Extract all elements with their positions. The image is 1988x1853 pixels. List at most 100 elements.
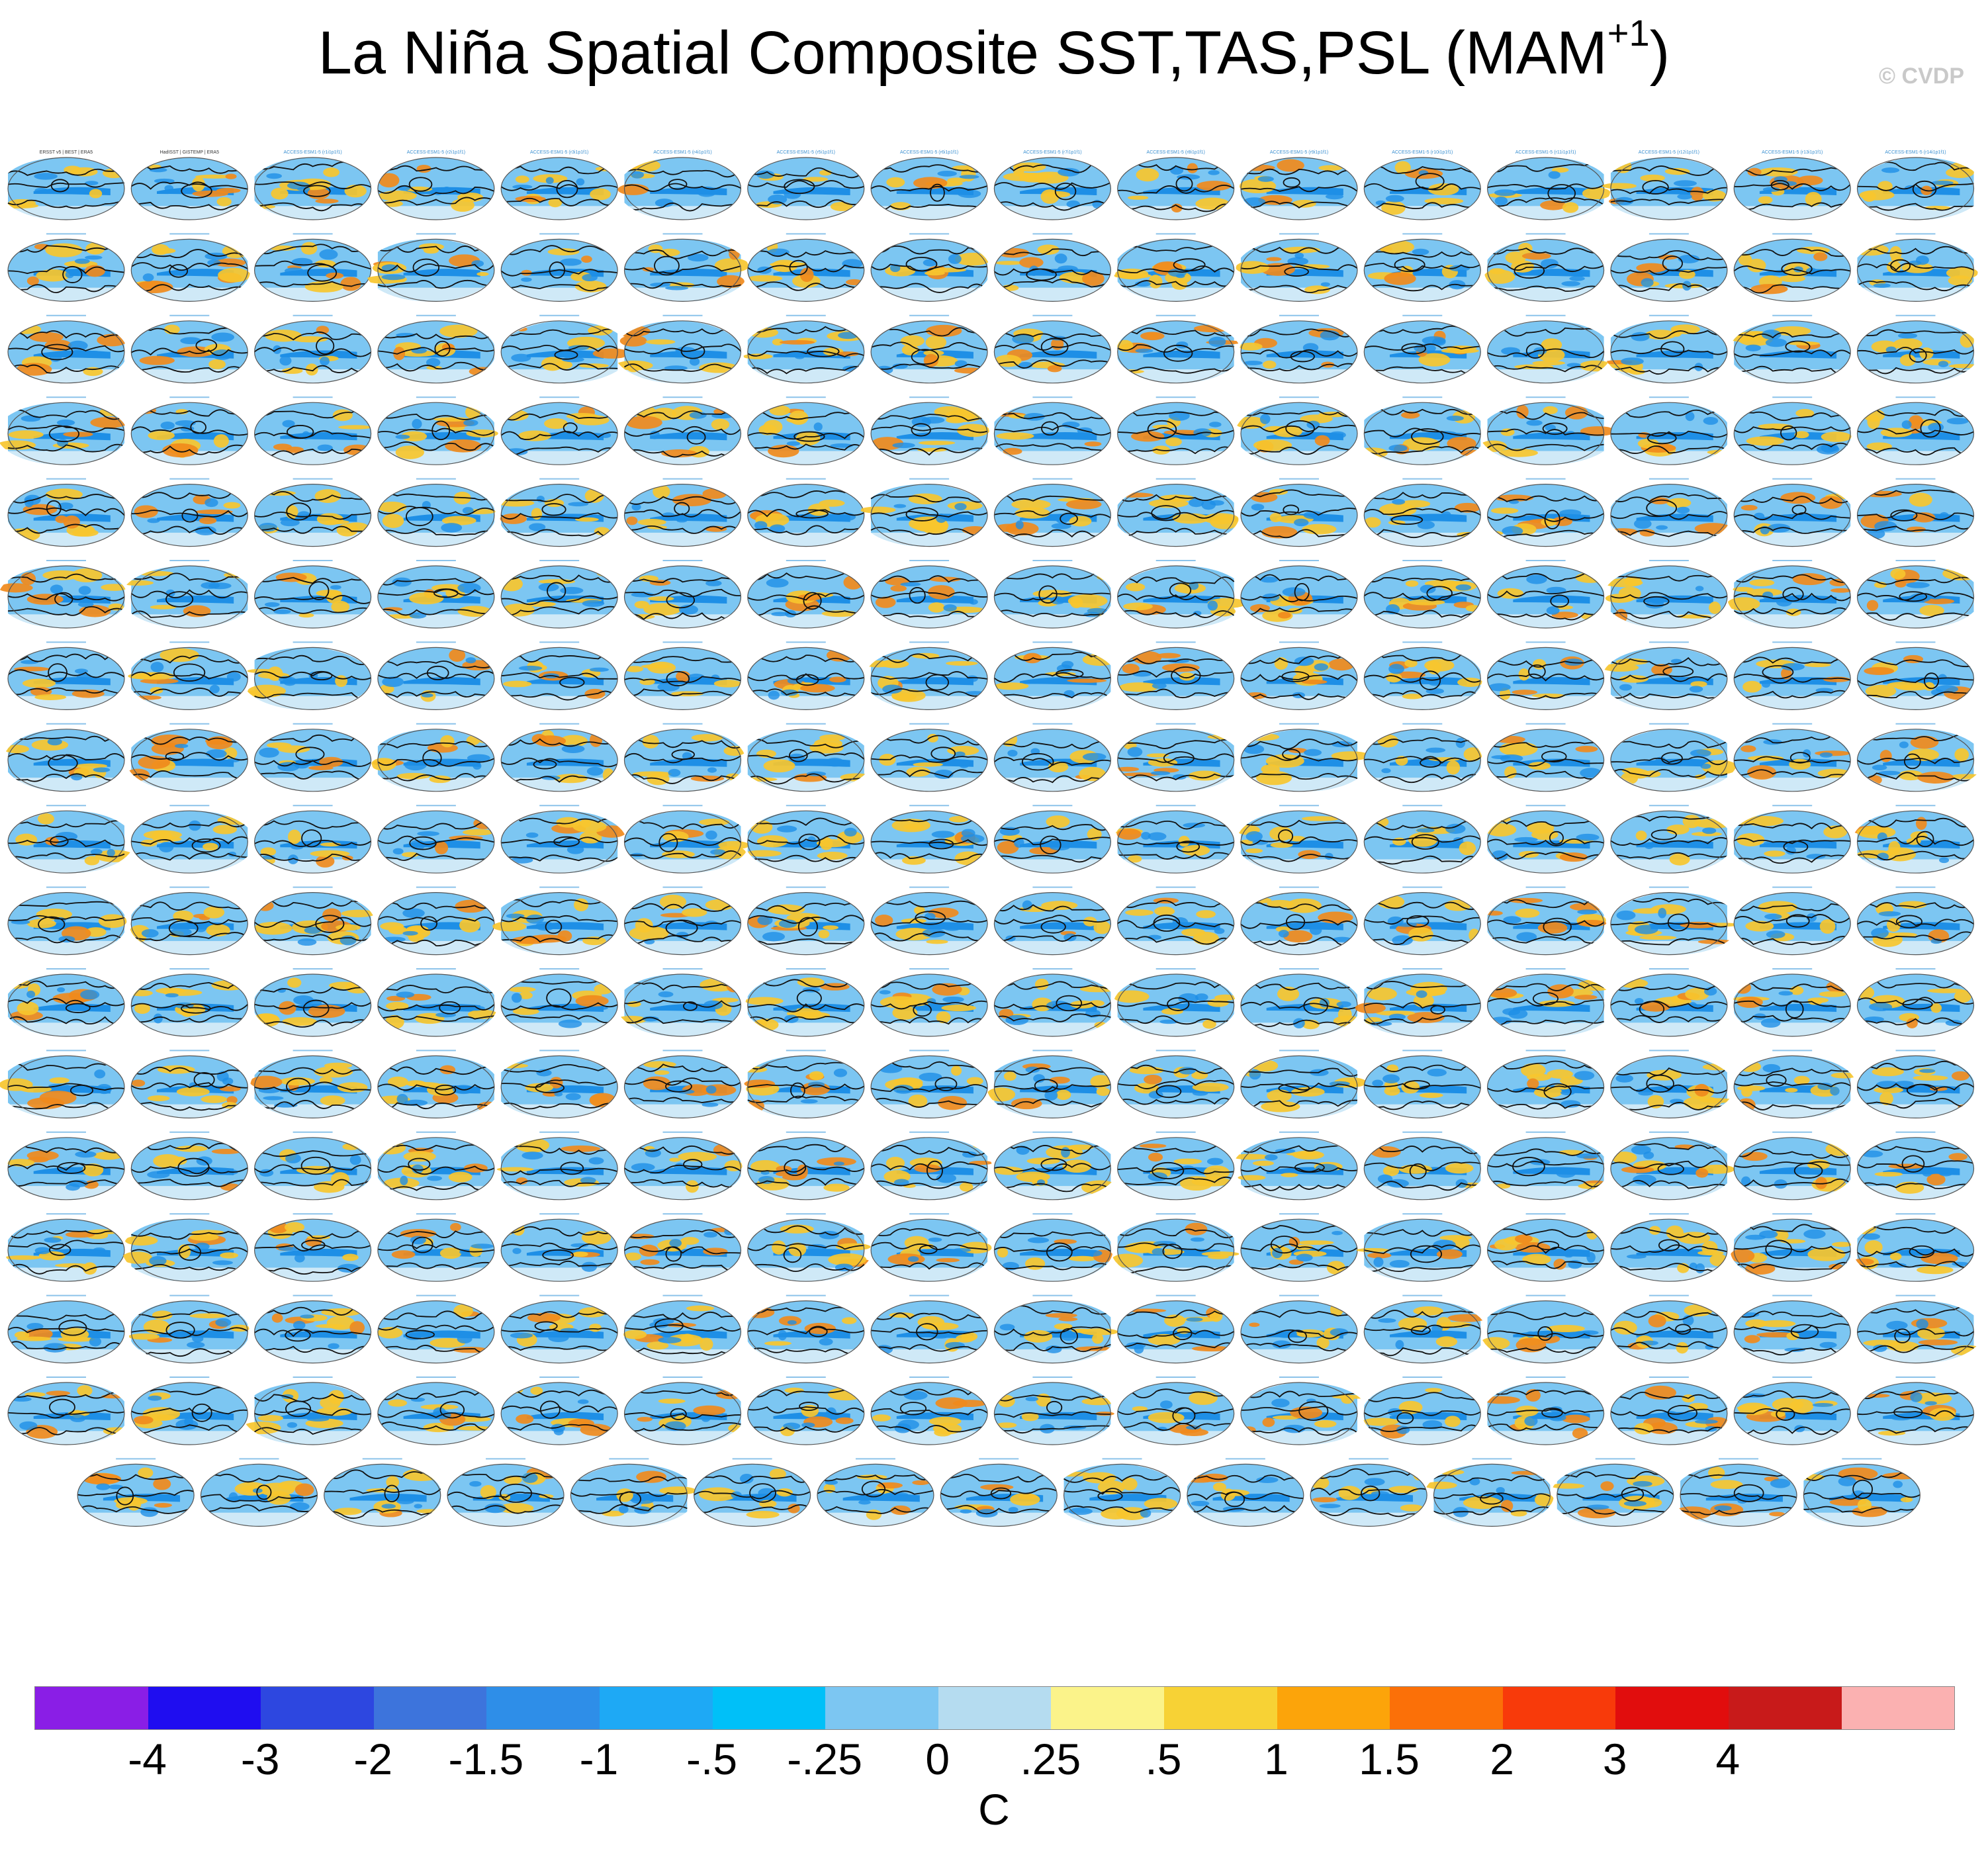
colorbar-tick-label: 3	[1602, 1735, 1627, 1784]
map-panel	[1856, 1377, 1975, 1445]
globe-map	[623, 1300, 741, 1363]
globe-map	[501, 811, 627, 874]
globe-outline	[1117, 157, 1235, 220]
globe-outline	[1117, 1055, 1235, 1119]
map-panel	[993, 641, 1117, 711]
globe-outline	[7, 1218, 125, 1282]
globe-outline	[1610, 1055, 1728, 1119]
globe-outline	[254, 647, 372, 711]
map-panel	[1733, 641, 1851, 711]
map-panel	[375, 1131, 495, 1200]
map-panel	[745, 805, 865, 874]
globe-outline	[1487, 973, 1605, 1037]
globe-map	[324, 1464, 442, 1527]
globe-outline	[1363, 729, 1481, 792]
globe-map	[1185, 1464, 1304, 1527]
globe-outline	[7, 647, 125, 711]
map-panel	[870, 886, 988, 956]
globe-outline	[870, 402, 988, 465]
map-panel	[128, 641, 248, 711]
map-panel	[1240, 1294, 1358, 1364]
map-panel	[1852, 805, 1975, 874]
globe-outline	[1610, 402, 1728, 465]
map-panel: ACCESS-ESM1-5 (r4i1p1f1)	[617, 150, 742, 220]
globe-map	[747, 566, 864, 628]
map-panel	[745, 968, 865, 1037]
globe-map	[1241, 1219, 1357, 1282]
globe-outline	[1733, 729, 1851, 792]
map-panel	[1239, 314, 1358, 384]
globe-map	[1857, 402, 1974, 465]
globe-outline	[377, 483, 495, 547]
title-main: La Niña Spatial Composite SST,TAS,PSL (M…	[318, 19, 1607, 87]
map-panel	[1610, 886, 1740, 956]
globe-map	[377, 566, 494, 628]
globe-map	[1355, 974, 1481, 1036]
map-panel	[1363, 886, 1481, 956]
globe-outline	[1487, 565, 1605, 629]
globe-map	[1857, 974, 1974, 1036]
globe-outline	[1610, 1137, 1728, 1200]
map-panel	[623, 886, 742, 956]
globe-outline	[500, 647, 618, 711]
globe-outline	[377, 1137, 495, 1200]
globe-map	[624, 1219, 741, 1282]
globe-outline	[940, 1463, 1058, 1527]
globe-map	[3, 974, 124, 1036]
globe-map	[377, 1056, 500, 1118]
globe-map	[817, 1464, 934, 1527]
map-panel	[130, 805, 255, 874]
globe-map	[365, 239, 494, 302]
globe-outline	[500, 729, 618, 792]
map-panel	[253, 886, 376, 956]
map-panel	[623, 723, 746, 792]
map-panel	[1236, 805, 1358, 874]
map-panel	[1355, 968, 1481, 1037]
globe-outline	[993, 647, 1112, 711]
globe-map	[624, 484, 741, 547]
map-panel	[870, 1131, 993, 1200]
globe-outline	[870, 238, 988, 302]
map-panel	[1117, 1377, 1235, 1445]
globe-map	[1551, 1464, 1674, 1527]
map-panel	[1856, 968, 1975, 1037]
globe-map	[253, 892, 376, 955]
globe-outline	[377, 402, 495, 465]
globe-map	[3, 729, 124, 791]
colorbar-tick-label: .25	[1020, 1735, 1081, 1784]
globe-map	[1487, 1137, 1609, 1200]
globe-outline	[7, 1300, 125, 1364]
map-panel	[377, 396, 498, 465]
globe-outline	[130, 973, 248, 1037]
map-panel	[254, 233, 372, 302]
map-panel	[1610, 968, 1728, 1037]
globe-map	[1236, 239, 1357, 302]
globe-outline	[747, 1382, 865, 1445]
map-panel	[747, 1213, 872, 1282]
globe-map	[1610, 1382, 1729, 1445]
map-panel	[121, 560, 254, 629]
map-panel	[1117, 1050, 1235, 1119]
globe-outline	[993, 810, 1112, 874]
globe-map	[494, 1056, 618, 1118]
globe-outline	[1733, 1218, 1851, 1282]
globe-outline	[500, 320, 618, 384]
map-panel	[1733, 1050, 1857, 1119]
globe-map	[1852, 239, 1978, 302]
globe-map	[624, 1382, 746, 1445]
map-panel	[500, 314, 631, 384]
globe-outline	[623, 402, 742, 465]
map-panel	[1362, 1377, 1481, 1445]
globe-outline	[870, 1137, 988, 1200]
globe-outline	[254, 565, 372, 629]
globe-outline	[993, 891, 1112, 956]
map-panel	[1602, 641, 1728, 711]
globe-map	[994, 1300, 1118, 1363]
map-panel	[7, 886, 127, 956]
colorbar-tick-label: 0	[925, 1735, 950, 1784]
globe-map	[1734, 1382, 1851, 1445]
globe-outline	[130, 810, 248, 874]
globe-outline	[1856, 565, 1975, 629]
map-panel	[1240, 1213, 1358, 1282]
globe-outline	[254, 1300, 372, 1364]
